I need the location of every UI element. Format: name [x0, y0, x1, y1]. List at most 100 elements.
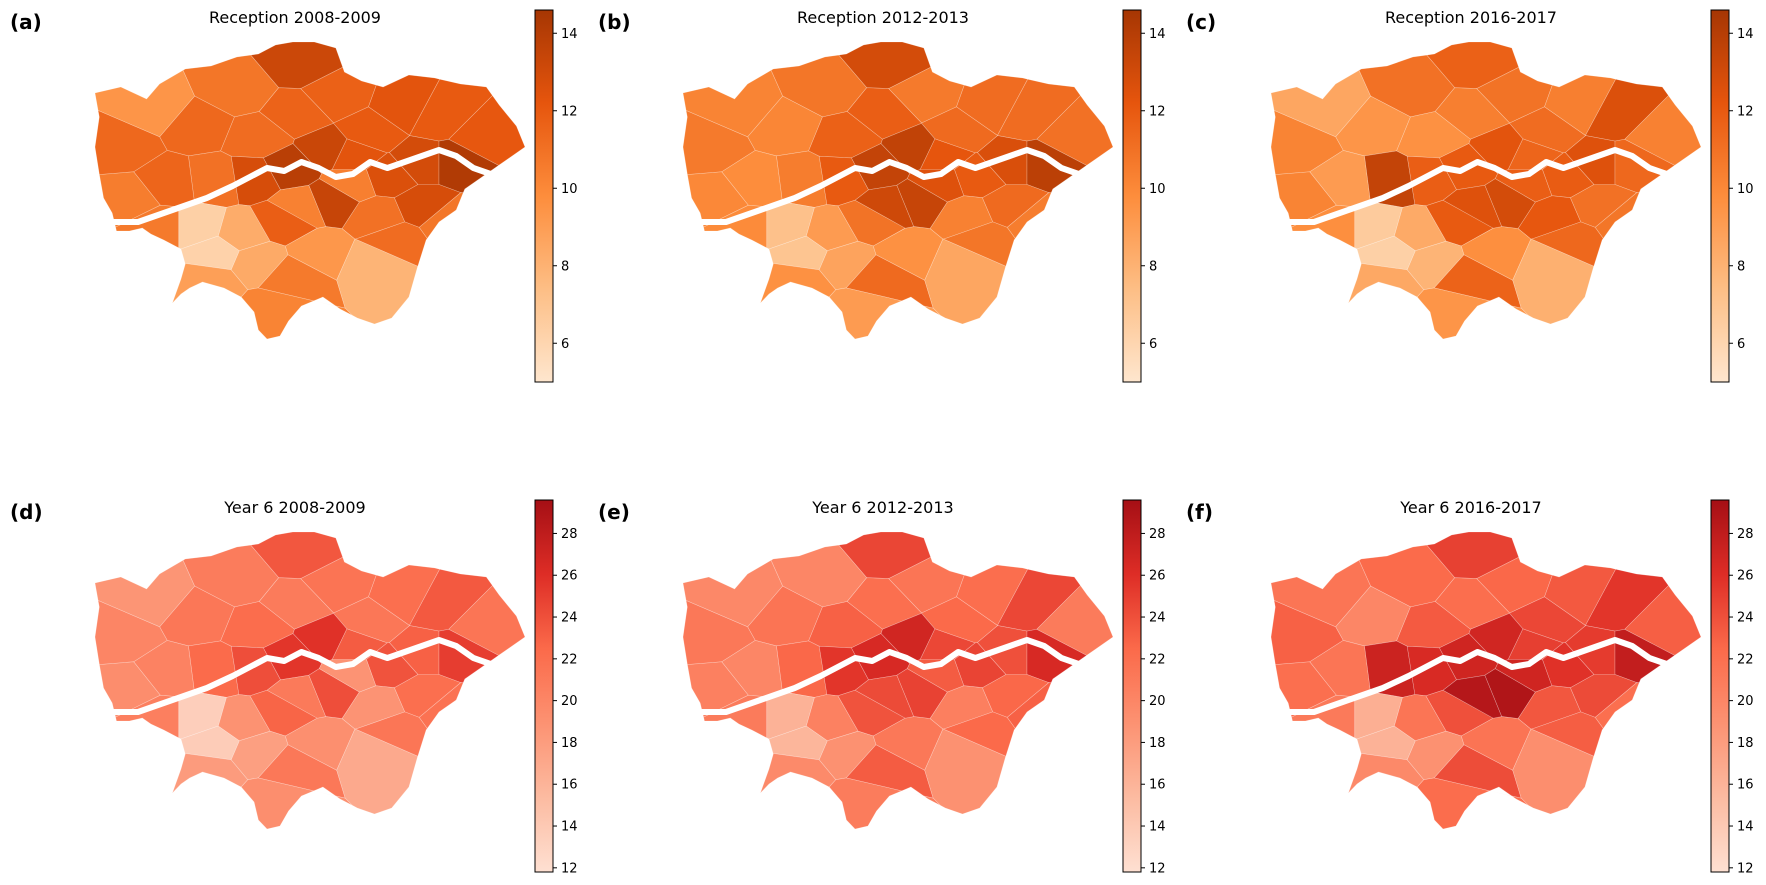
london-map [1268, 531, 1704, 830]
colorbar-tick-label: 14 [1737, 820, 1754, 835]
colorbar-frame [1122, 499, 1142, 873]
colorbar-tick-label: 28 [1737, 527, 1754, 542]
colorbar-gradient [1711, 10, 1729, 382]
borough-region [257, 744, 346, 799]
colorbar-tick-label: 22 [561, 652, 578, 667]
colorbar-tick-label: 12 [1149, 861, 1166, 876]
borough-region [845, 254, 934, 309]
colorbar-tick-label: 8 [561, 259, 569, 274]
borough-region [300, 66, 377, 124]
borough-region [240, 777, 353, 830]
colorbar-frame [534, 499, 554, 873]
london-map [92, 531, 528, 830]
borough-region [1416, 777, 1529, 830]
borough-region [760, 263, 837, 304]
colorbar-frame [1710, 499, 1730, 873]
borough-region [854, 674, 915, 719]
thames-river [680, 637, 1116, 715]
borough-region [354, 221, 428, 267]
borough-region [1356, 725, 1416, 761]
thames-river [92, 147, 528, 225]
panel-title: Reception 2012-2013 [797, 8, 969, 27]
colorbar-tick-label: 28 [561, 527, 578, 542]
borough-region [368, 74, 441, 136]
panel-b: (b) Reception 2012-2013 6 8 10 12 14 [598, 8, 1166, 383]
colorbar-gradient [535, 10, 553, 382]
colorbar-tick-label: 14 [561, 820, 578, 835]
panel-letter: (a) [10, 10, 42, 34]
panel-letter: (f) [1186, 500, 1213, 524]
panel-title: Year 6 2016-2017 [1399, 498, 1541, 517]
colorbar-tick-label: 12 [561, 104, 578, 119]
panel-d: (d) Year 6 2008-2009 12 14 16 18 20 22 24 26 28 [10, 498, 578, 876]
borough-region [182, 544, 280, 608]
colorbar-tick-label: 22 [1737, 652, 1754, 667]
colorbar-tick-label: 14 [1737, 27, 1754, 42]
colorbar-tick-label: 20 [1149, 694, 1166, 709]
thames-river [680, 147, 1116, 225]
borough-region [336, 728, 419, 815]
borough-region [354, 711, 428, 757]
borough-region [845, 744, 934, 799]
london-map [1268, 41, 1704, 340]
borough-region [818, 730, 877, 781]
borough-region [942, 711, 1016, 757]
colorbar-gradient [1123, 10, 1141, 382]
colorbar-gradient [1123, 500, 1141, 872]
colorbar-tick-label: 16 [1149, 778, 1166, 793]
colorbar: 6 8 10 12 14 [1710, 9, 1754, 383]
borough-region [1624, 585, 1702, 656]
borough-region [956, 74, 1029, 136]
borough-region [956, 564, 1029, 626]
panel-letter: (c) [1186, 10, 1216, 34]
thames-river [1268, 637, 1704, 715]
thames-river [92, 637, 528, 715]
colorbar-tick-label: 14 [1149, 27, 1166, 42]
london-map [680, 41, 1116, 340]
colorbar-tick-label: 10 [1149, 182, 1166, 197]
panel-letter: (b) [598, 10, 631, 34]
colorbar-tick-label: 14 [1149, 820, 1166, 835]
london-map [92, 41, 528, 340]
borough-region [1530, 221, 1604, 267]
borough-region [1624, 95, 1702, 166]
borough-region [1442, 184, 1503, 229]
borough-region [1416, 287, 1529, 340]
colorbar-tick-label: 8 [1737, 259, 1745, 274]
borough-region [257, 254, 346, 309]
colorbar: 6 8 10 12 14 [1122, 9, 1166, 383]
colorbar-tick-label: 28 [1149, 527, 1166, 542]
borough-region [1530, 711, 1604, 757]
colorbar-tick-label: 26 [561, 569, 578, 584]
colorbar-tick-label: 6 [561, 337, 569, 352]
borough-region [1512, 238, 1595, 325]
borough-region [924, 238, 1007, 325]
borough-region [1476, 66, 1553, 124]
borough-region [1442, 674, 1503, 719]
borough-region [240, 287, 353, 340]
london-map [680, 531, 1116, 830]
colorbar-tick-label: 18 [1737, 736, 1754, 751]
colorbar-tick-label: 22 [1149, 652, 1166, 667]
colorbar-tick-label: 20 [561, 694, 578, 709]
colorbar-tick-label: 24 [1149, 611, 1166, 626]
borough-region [828, 287, 941, 340]
colorbar-tick-label: 18 [561, 736, 578, 751]
panel-title: Reception 2008-2009 [209, 8, 381, 27]
colorbar-tick-label: 10 [561, 182, 578, 197]
panel-e: (e) Year 6 2012-2013 12 14 16 18 20 22 24 26 28 [598, 498, 1166, 876]
borough-region [230, 240, 289, 291]
panel-letter: (e) [598, 500, 630, 524]
borough-region [172, 263, 249, 304]
borough-region [1544, 74, 1617, 136]
colorbar-tick-label: 10 [1737, 182, 1754, 197]
colorbar-frame [1122, 9, 1142, 383]
colorbar-tick-label: 26 [1149, 569, 1166, 584]
borough-region [1406, 730, 1465, 781]
colorbar-tick-label: 26 [1737, 569, 1754, 584]
borough-region [230, 730, 289, 781]
borough-region [854, 184, 915, 229]
borough-region [1036, 95, 1114, 166]
panel-title: Year 6 2012-2013 [811, 498, 953, 517]
